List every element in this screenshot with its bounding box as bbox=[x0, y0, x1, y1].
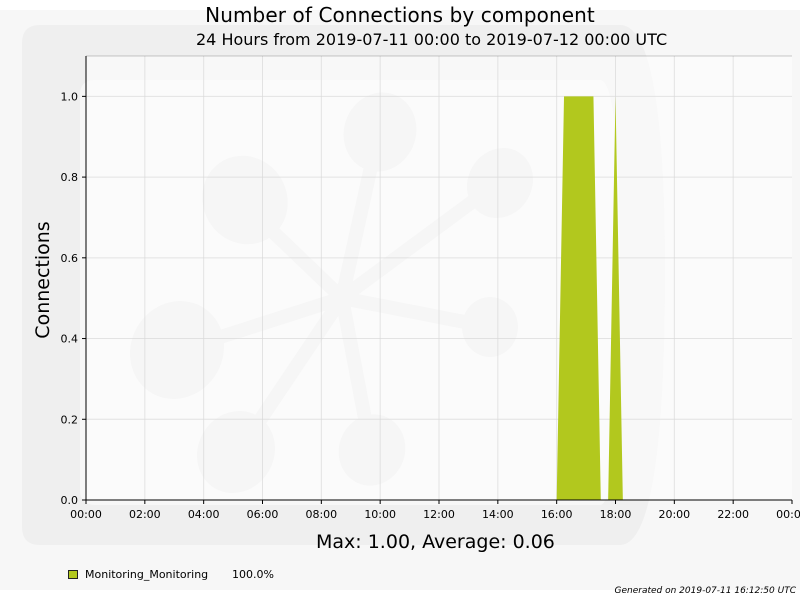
x-tick-label: 04:00 bbox=[188, 508, 220, 521]
y-tick-label: 1.0 bbox=[61, 90, 79, 103]
series-area-Monitoring_Monitoring bbox=[86, 96, 792, 500]
stats-summary: Max: 1.00, Average: 0.06 bbox=[316, 531, 555, 553]
x-tick-label: 16:00 bbox=[541, 508, 573, 521]
y-tick-label: 0.6 bbox=[61, 252, 79, 265]
x-tick-label: 18:00 bbox=[600, 508, 632, 521]
x-tick-label: 14:00 bbox=[482, 508, 514, 521]
x-tick-label: 20:00 bbox=[658, 508, 690, 521]
legend-series-percent: 100.0% bbox=[232, 568, 274, 581]
series-layer bbox=[86, 96, 792, 500]
x-tick-label: 10:00 bbox=[364, 508, 396, 521]
legend-series-name: Monitoring_Monitoring bbox=[85, 568, 209, 581]
y-axis-label: Connections bbox=[32, 221, 54, 338]
x-tick-label: 02:00 bbox=[129, 508, 161, 521]
y-axis-ticks: 0.0 0.2 0.4 0.6 0.8 1.0 bbox=[61, 90, 86, 507]
x-tick-label: 08:00 bbox=[305, 508, 337, 521]
x-tick-label: 00:00 bbox=[776, 508, 800, 521]
x-tick-label: 12:00 bbox=[423, 508, 455, 521]
y-tick-label: 0.8 bbox=[61, 171, 79, 184]
chart-subtitle: 24 Hours from 2019-07-11 00:00 to 2019-0… bbox=[196, 30, 668, 49]
y-tick-label: 0.0 bbox=[61, 494, 79, 507]
x-tick-label: 00:00 bbox=[70, 508, 102, 521]
x-tick-label: 06:00 bbox=[247, 508, 279, 521]
chart-title: Number of Connections by component bbox=[205, 3, 595, 27]
x-axis-ticks: 00:00 02:00 04:00 06:00 08:00 10:00 12:00 14:00… bbox=[70, 500, 800, 521]
generated-footer: Generated on 2019-07-11 16:12:50 UTC bbox=[614, 586, 797, 596]
y-tick-label: 0.2 bbox=[61, 413, 79, 426]
legend-swatch bbox=[68, 570, 78, 579]
grid bbox=[86, 56, 792, 500]
x-tick-label: 22:00 bbox=[717, 508, 749, 521]
y-tick-label: 0.4 bbox=[61, 333, 79, 346]
